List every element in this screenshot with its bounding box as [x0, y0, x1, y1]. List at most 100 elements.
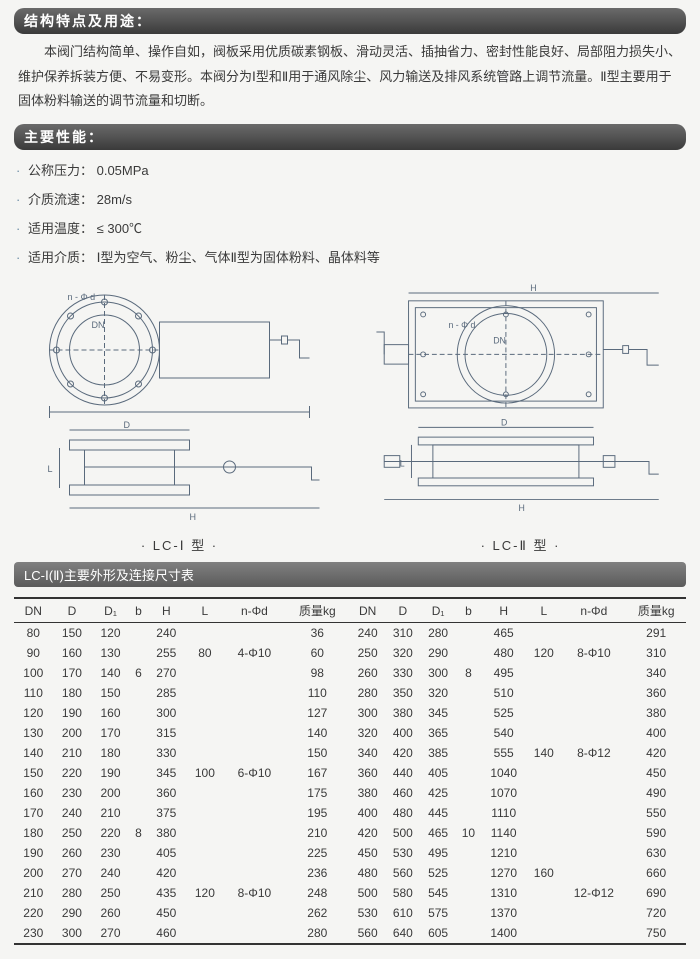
- table-cell: 250: [53, 823, 92, 843]
- table-cell: 262: [285, 903, 350, 923]
- table-cell: 170: [14, 803, 53, 823]
- diagram-lc2: n - Φ d DN H: [355, 280, 686, 554]
- table-cell: 360: [350, 763, 385, 783]
- table-cell: [526, 763, 561, 783]
- table-cell: 310: [626, 643, 686, 663]
- table-cell: 340: [626, 663, 686, 683]
- section-header-performance: 主要性能：: [14, 124, 686, 150]
- table-cell: [224, 843, 284, 863]
- table-cell: 1070: [481, 783, 526, 803]
- table-cell: 260: [91, 903, 130, 923]
- table-cell: 555: [481, 743, 526, 763]
- table-cell: [456, 743, 481, 763]
- table-cell: 200: [91, 783, 130, 803]
- table-row: 170240210375195: [14, 803, 350, 823]
- table-cell: 230: [14, 923, 53, 943]
- table-cell: [224, 703, 284, 723]
- table-cell: 120: [91, 623, 130, 644]
- table-cell: [561, 663, 626, 683]
- table-cell: 580: [385, 883, 420, 903]
- table-cell: [224, 743, 284, 763]
- table-cell: 380: [626, 703, 686, 723]
- table-cell: 420: [147, 863, 186, 883]
- table-cell: 575: [420, 903, 455, 923]
- table-row: 220290260450262: [14, 903, 350, 923]
- table-cell: [130, 803, 147, 823]
- table-cell: 167: [285, 763, 350, 783]
- table-cell: 140: [14, 743, 53, 763]
- table-cell: [526, 923, 561, 943]
- table-cell: [561, 783, 626, 803]
- table-cell: [456, 923, 481, 943]
- table-cell: 425: [420, 783, 455, 803]
- table-cell: [186, 723, 225, 743]
- table-cell: 280: [53, 883, 92, 903]
- table-cell: [186, 903, 225, 923]
- table-header-cell: DN: [350, 599, 385, 623]
- table-cell: 530: [350, 903, 385, 923]
- table-cell: 8: [456, 663, 481, 683]
- table-cell: 435: [147, 883, 186, 903]
- table-cell: [186, 843, 225, 863]
- table-cell: 380: [147, 823, 186, 843]
- svg-text:n - Φ d: n - Φ d: [448, 320, 475, 330]
- table-header-cell: H: [147, 599, 186, 623]
- table-cell: 250: [350, 643, 385, 663]
- table-cell: 480: [385, 803, 420, 823]
- table-cell: 260: [350, 663, 385, 683]
- table-row: 2102802504351208-Φ10248: [14, 883, 350, 903]
- table-cell: 500: [350, 883, 385, 903]
- table-cell: [561, 843, 626, 863]
- table-cell: [456, 763, 481, 783]
- table-row: 90160130255804-Φ1060: [14, 643, 350, 663]
- table-cell: 460: [147, 923, 186, 943]
- table-cell: 320: [350, 723, 385, 743]
- table-cell: [224, 663, 284, 683]
- table-cell: 6-Φ10: [224, 763, 284, 783]
- table-row: 190260230405225: [14, 843, 350, 863]
- table-cell: [526, 623, 561, 644]
- table-cell: 150: [285, 743, 350, 763]
- svg-text:H: H: [190, 512, 197, 522]
- table-cell: 100: [186, 763, 225, 783]
- table-cell: [561, 763, 626, 783]
- table-cell: 210: [53, 743, 92, 763]
- table-cell: [224, 903, 284, 923]
- table-cell: 320: [385, 643, 420, 663]
- table-cell: [456, 623, 481, 644]
- table-header-cell: H: [481, 599, 526, 623]
- table-cell: 340: [350, 743, 385, 763]
- lc1-caption: · LC-Ⅰ 型 ·: [14, 535, 345, 554]
- lc2-caption: · LC-Ⅱ 型 ·: [355, 535, 686, 554]
- diagram-lc1: n - Φ d DN D: [14, 280, 345, 554]
- table-cell: 605: [420, 923, 455, 943]
- table-row: 100170140627098: [14, 663, 350, 683]
- table-cell: 8-Φ10: [224, 883, 284, 903]
- table-cell: 280: [350, 683, 385, 703]
- table-cell: 385: [420, 743, 455, 763]
- table-cell: [456, 783, 481, 803]
- table-cell: [130, 723, 147, 743]
- table-cell: [526, 823, 561, 843]
- table-cell: 291: [626, 623, 686, 644]
- table-cell: 175: [285, 783, 350, 803]
- table-row: 280350320510360: [350, 683, 686, 703]
- table-row: 240310280465291: [350, 623, 686, 644]
- table-cell: 200: [14, 863, 53, 883]
- table-cell: 8-Φ10: [561, 643, 626, 663]
- svg-text:H: H: [530, 283, 536, 293]
- svg-text:D: D: [501, 418, 507, 428]
- table-cell: [186, 923, 225, 943]
- table-cell: [561, 923, 626, 943]
- table-header-cell: D₁: [91, 599, 130, 623]
- table-cell: 315: [147, 723, 186, 743]
- table-cell: [224, 623, 284, 644]
- table-cell: [130, 903, 147, 923]
- table-cell: 420: [626, 743, 686, 763]
- table-cell: 400: [385, 723, 420, 743]
- table-cell: 190: [53, 703, 92, 723]
- table-title-bar: LC-Ⅰ(Ⅱ)主要外形及连接尺寸表: [14, 562, 686, 587]
- section-header-structure: 结构特点及用途：: [14, 8, 686, 34]
- table-cell: 465: [481, 623, 526, 644]
- table-header-cell: 质量kg: [626, 599, 686, 623]
